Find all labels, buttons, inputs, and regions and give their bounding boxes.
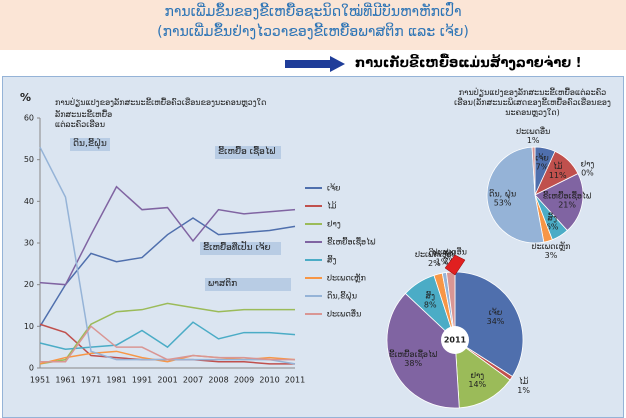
slice-label: ໄມ້ <box>553 160 563 171</box>
slice-label: ປະເພດເຫຼັກ <box>415 249 454 260</box>
slice-label: ເຈ້ຍ <box>535 153 549 163</box>
x-tick-label: 2011 <box>285 376 305 385</box>
pie-slice <box>454 339 511 409</box>
slice-value: 0% <box>581 168 594 177</box>
slice-label: ຢາງ <box>470 371 484 380</box>
x-tick-label: 1981 <box>106 376 126 385</box>
line <box>39 321 296 351</box>
title: (ການເພີ່ມຂຶ້ນຢ່າງໄວວາຂອງຂີ້ເຫຍື້ອພາສຕິກ … <box>157 24 469 40</box>
legend-label: ໄມ້ <box>327 200 337 211</box>
slice-label: ປະເພດອື່ນ <box>516 126 550 136</box>
slice-label: ດິນ, ຝຸ່ນ <box>489 188 516 201</box>
legend-label: ປະເພດອື່ນ <box>327 308 361 318</box>
slice-label: ໄມ້ <box>519 375 529 386</box>
arrow <box>285 56 345 72</box>
slice-value: 11% <box>549 171 567 180</box>
message: ການເກັບຂີ້ເຫຍື້ອແມ່ນສ້າງລາຍຈ່າຍ ! <box>355 56 582 71</box>
slice-value: 7% <box>536 163 549 172</box>
line <box>39 185 296 286</box>
x-tick-label: 2001 <box>157 376 177 385</box>
x-tick-label: 1961 <box>55 376 75 385</box>
slice-value: 8% <box>424 300 437 309</box>
line <box>39 217 296 327</box>
pie-slice <box>486 146 545 244</box>
x-tick-label: 1951 <box>30 376 50 385</box>
y-tick-label: 40 <box>24 197 34 206</box>
pie-slice <box>531 146 536 196</box>
pie-hole <box>441 326 469 354</box>
x-tick-label: 2007 <box>183 376 203 385</box>
slice-value: 14% <box>468 380 486 389</box>
legend-label: ເຈ້ຍ <box>327 182 341 192</box>
slice-value: 1% <box>436 258 449 267</box>
y-tick-label: 60 <box>24 114 34 123</box>
slice-value: 38% <box>404 359 422 368</box>
slice-value: 6% <box>546 222 559 231</box>
slice-label: ສິ້ງ <box>547 212 557 222</box>
annotation: ພາສຕິກ <box>205 278 291 291</box>
chart-title: ການປ່ຽນແປງຂອງລັກສະນະຂີ້ເຫຍື້ອຄົວເຮືອນຂອງ… <box>55 98 267 107</box>
y-tick-label: 0 <box>29 364 34 373</box>
line <box>40 325 295 363</box>
pie-title: 2011 <box>444 336 467 345</box>
line <box>39 350 296 365</box>
slice-label: ສິ້ງ <box>425 290 435 300</box>
slice-value: 53% <box>494 199 512 208</box>
slice-value: 21% <box>558 200 576 209</box>
arrow <box>444 254 466 276</box>
annotation: ຂີ້ເຫຍື້ອ ເຊື້ອໄຟ <box>215 146 281 159</box>
x-tick-label: 2010 <box>259 376 279 385</box>
y-label: % <box>20 91 32 104</box>
slice-value: 3% <box>545 251 558 260</box>
slice-value: 2% <box>428 259 441 268</box>
slice-value: 34% <box>487 317 505 326</box>
annotation: ດິນ,ຂີ້ຝຸ່ນ <box>70 138 110 151</box>
header: ການເພີ່ມຂຶ້ນຂອງຂີ້ເຫຍື້ອຊະນິດໃໝ່ທີ່ມີບັນ… <box>0 0 626 50</box>
slice-value: 1% <box>517 386 530 395</box>
x-tick-label: 1971 <box>81 376 101 385</box>
legend-label: ຢາງ <box>327 220 341 229</box>
y-tick-label: 50 <box>24 155 34 164</box>
chart-subtitle: ລັກສະນະຂີ້ເຫຍື້ອ ແຕ່ລະຄົວເຮືອນ <box>55 110 113 129</box>
line <box>39 302 295 365</box>
legend-label: ຂີ້ເຫຍື້ອເຊື້ອໄຟ <box>327 236 376 248</box>
slice-label: ຂີ້ເຫຍື້ອເຊື້ອໄຟ <box>543 189 592 201</box>
pie-slice <box>386 292 460 409</box>
x-tick-label: 2009 <box>234 376 254 385</box>
legend-label: ດິນ,ຂີ້ຝຸ່ນ <box>327 290 357 303</box>
x-tick-label: 2008 <box>208 376 228 385</box>
slice-label: ເຈ້ຍ <box>489 307 503 317</box>
slice-label: ປະເພດອື່ນ <box>433 247 467 257</box>
slice-label: ປະເພດເຫຼັກ <box>532 241 571 252</box>
legend-label: ສິ້ງ <box>327 254 337 264</box>
y-tick-label: 30 <box>24 239 34 248</box>
line <box>39 146 296 365</box>
annotation: ຂີ້ເຫຍື້ອທີ່ເປັນ ເຈ້ຍ <box>200 242 281 255</box>
x-tick-label: 1991 <box>132 376 152 385</box>
slice-label: ດິນ, ຝຸ່ນ <box>428 247 455 260</box>
slice-label: ຢາງ <box>581 159 595 168</box>
pie-slice <box>534 173 584 232</box>
y-tick-label: 10 <box>24 322 34 331</box>
slice-value: 1% <box>527 136 540 145</box>
legend-label: ປະເພດເຫຼັກ <box>327 272 366 283</box>
pie-title: ການປ່ຽນແປງຂອງລັກສະນະຂີ້ເຫຍື້ອແຕ່ລະຄົວເຮື… <box>454 88 611 117</box>
slice-label: ຂີ້ເຫຍື້ອເຊື້ອໄຟ <box>389 348 438 360</box>
title: ການເພີ່ມຂຶ້ນຂອງຂີ້ເຫຍື້ອຊະນິດໃໝ່ທີ່ມີບັນ… <box>164 4 462 20</box>
y-tick-label: 20 <box>24 280 34 289</box>
